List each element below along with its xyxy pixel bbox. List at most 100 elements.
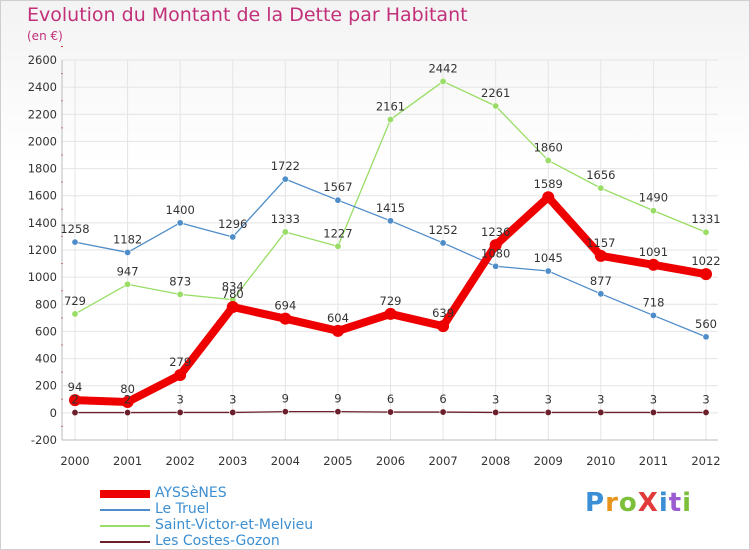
data-point [229, 408, 237, 416]
data-label: 1022 [691, 254, 720, 268]
y-tick-label: 1000 [28, 270, 57, 284]
data-point [649, 207, 657, 215]
y-tick-label: 1400 [28, 216, 57, 230]
legend-label: Les Costes-Gozon [155, 533, 280, 549]
y-tick-label: 1600 [28, 189, 57, 203]
y-tick-label: 200 [35, 379, 57, 393]
data-label: 1333 [271, 212, 300, 226]
data-point [281, 228, 289, 236]
legend-item: AYSSèNES [100, 485, 400, 502]
x-tick-label: 2011 [639, 454, 668, 468]
data-label: 1296 [218, 217, 247, 231]
data-label: 1045 [534, 251, 563, 265]
data-label: 1656 [586, 168, 615, 182]
data-point [597, 290, 605, 298]
data-label: 6 [439, 392, 446, 406]
x-tick-label: 2002 [166, 454, 195, 468]
data-point [492, 102, 500, 110]
data-point [176, 290, 184, 298]
data-label: 877 [590, 274, 612, 288]
data-label: 1722 [271, 159, 300, 173]
data-point [71, 310, 79, 318]
data-point [700, 268, 712, 281]
legend-item: Les Costes-Gozon [100, 533, 400, 550]
data-label: 1567 [323, 180, 352, 194]
data-label: 1091 [639, 245, 668, 259]
data-point [174, 368, 187, 381]
data-point [226, 301, 239, 313]
data-point [489, 239, 502, 252]
x-tick-label: 2006 [376, 454, 405, 468]
data-point [386, 116, 394, 124]
data-label: 279 [169, 355, 191, 369]
data-label: 2161 [376, 100, 405, 114]
legend-swatch [100, 490, 150, 498]
data-label: 729 [380, 294, 402, 308]
data-label: 2 [124, 393, 131, 407]
x-tick-label: 2003 [218, 454, 247, 468]
data-label: 3 [545, 392, 552, 406]
data-label: 604 [327, 311, 349, 325]
x-tick-label: 2008 [481, 454, 510, 468]
y-tick-label: 2000 [28, 134, 57, 148]
chart-subtitle: (en €) [27, 29, 63, 43]
y-tick-label: 2200 [28, 107, 57, 121]
x-tick-label: 2000 [60, 454, 89, 468]
x-tick-label: 2007 [428, 454, 457, 468]
y-tick-label: 2600 [28, 53, 57, 67]
x-tick-label: 2009 [534, 454, 563, 468]
data-point [124, 248, 132, 256]
data-point [544, 408, 552, 416]
data-point [334, 408, 342, 416]
data-point [386, 408, 394, 416]
data-point [124, 280, 132, 288]
data-label: 2261 [481, 86, 510, 100]
data-point [544, 156, 552, 164]
data-point [334, 242, 342, 250]
data-label: 2442 [428, 61, 457, 75]
data-label: 729 [64, 294, 86, 308]
y-tick-label: 2400 [28, 80, 57, 94]
data-label: 3 [492, 392, 499, 406]
legend: AYSSèNES Le Truel Saint-Victor-et-Melvieu L… [100, 485, 400, 550]
legend-label: Saint-Victor-et-Melvieu [155, 517, 314, 533]
data-point [702, 408, 710, 416]
x-tick-label: 2010 [586, 454, 615, 468]
data-point [544, 267, 552, 275]
data-point [281, 175, 289, 183]
data-label: 1227 [323, 226, 352, 240]
data-label: 560 [695, 317, 717, 331]
data-label: 9 [282, 392, 289, 406]
data-point [229, 233, 237, 241]
data-point [334, 196, 342, 204]
data-label: 2 [71, 393, 78, 407]
data-point [439, 408, 447, 416]
data-label: 3 [597, 392, 604, 406]
data-point [124, 409, 132, 417]
data-point [121, 396, 134, 408]
data-label: 3 [702, 392, 709, 406]
data-point [439, 239, 447, 247]
y-tick-label: 0 [50, 406, 57, 420]
data-point [69, 394, 81, 407]
data-point [597, 184, 605, 192]
y-tick-label: 600 [35, 324, 57, 338]
data-point [281, 408, 289, 416]
x-tick-label: 2005 [323, 454, 352, 468]
data-point [492, 408, 500, 416]
x-tick-label: 2004 [271, 454, 300, 468]
x-tick-label: 2012 [691, 454, 720, 468]
data-label: 718 [642, 295, 664, 309]
data-point [702, 228, 710, 236]
axes: -200 0 200 400 600 800 1000 1200 1400 1600 1800 200… [28, 45, 721, 468]
data-point [176, 219, 184, 227]
legend-swatch [100, 509, 150, 511]
data-label: 1182 [113, 232, 142, 246]
data-label: 1157 [586, 236, 615, 250]
legend-label: Le Truel [155, 501, 210, 517]
data-point [331, 324, 344, 337]
data-point [597, 408, 605, 416]
data-point [594, 249, 607, 262]
data-label: 3 [650, 392, 657, 406]
